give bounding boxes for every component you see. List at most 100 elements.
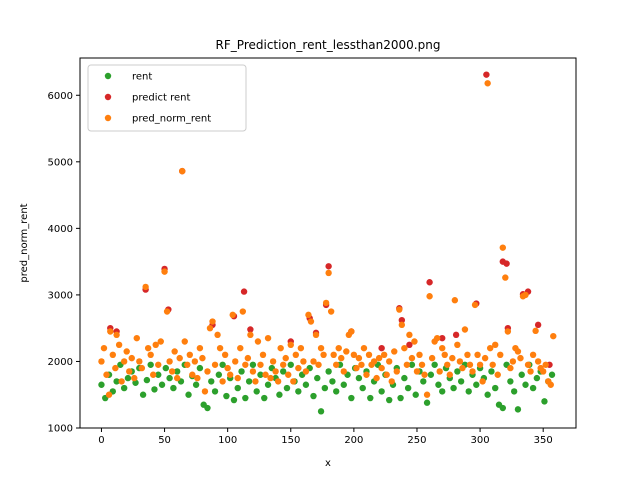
data-point	[173, 374, 181, 382]
y-tick-label: 2000	[48, 357, 73, 368]
data-point	[302, 381, 310, 388]
data-point	[191, 358, 199, 365]
x-axis-label: x	[325, 458, 331, 469]
data-point	[170, 384, 177, 392]
data-point	[522, 291, 529, 299]
data-point	[514, 406, 522, 413]
data-point	[230, 396, 238, 404]
data-point	[312, 331, 320, 339]
data-point	[479, 378, 486, 385]
data-point	[240, 288, 248, 295]
data-point	[363, 371, 370, 378]
data-point	[533, 374, 541, 382]
data-point	[105, 391, 113, 398]
data-point	[454, 341, 461, 349]
x-axis: 0 50 100 150 200 250 300 350	[98, 428, 553, 446]
data-point	[295, 388, 302, 395]
data-point	[280, 361, 287, 368]
data-point	[287, 361, 294, 368]
data-point	[237, 344, 244, 352]
data-point	[264, 381, 272, 388]
data-point	[261, 394, 268, 402]
data-point	[244, 354, 252, 362]
data-point	[151, 386, 158, 393]
data-point	[144, 344, 152, 352]
data-point	[421, 371, 428, 378]
data-point	[226, 371, 234, 378]
data-point	[534, 321, 542, 329]
data-point	[112, 364, 119, 372]
legend-label: predict rent	[132, 93, 190, 104]
data-point	[416, 351, 423, 358]
legend-marker	[104, 114, 112, 122]
x-tick-label: 150	[281, 435, 300, 446]
data-point	[257, 361, 264, 368]
data-point	[329, 378, 336, 385]
data-point	[204, 368, 211, 375]
data-point	[124, 374, 132, 382]
data-point	[488, 368, 495, 375]
data-point	[242, 394, 249, 402]
data-point	[201, 388, 209, 395]
data-point	[446, 371, 453, 378]
plot-frame	[79, 57, 577, 429]
data-point	[189, 371, 196, 378]
data-point	[517, 354, 524, 362]
data-point	[147, 351, 154, 358]
data-point	[302, 368, 310, 375]
data-point	[113, 331, 120, 339]
data-point	[398, 321, 406, 329]
data-point	[131, 374, 138, 382]
data-point	[423, 399, 431, 406]
data-point	[522, 381, 529, 388]
data-point	[383, 371, 390, 378]
data-point	[461, 326, 469, 333]
data-point	[317, 408, 325, 415]
data-point	[287, 341, 294, 349]
y-tick-label: 3000	[48, 290, 73, 301]
data-point	[406, 331, 413, 339]
data-point	[398, 316, 406, 324]
y-axis: 1000 2000 3000 4000 5000 6000	[48, 91, 80, 435]
data-point	[502, 274, 509, 281]
points-layer	[98, 71, 557, 415]
data-point	[325, 368, 332, 375]
data-point	[229, 311, 236, 319]
data-point	[100, 344, 108, 352]
data-point	[444, 361, 451, 368]
data-point	[142, 283, 149, 291]
data-point	[206, 324, 214, 332]
series-pred_norm_rent	[98, 80, 557, 398]
data-point	[184, 361, 191, 368]
data-point	[439, 388, 446, 395]
data-point	[196, 364, 204, 372]
data-point	[325, 263, 332, 270]
data-point	[499, 244, 506, 251]
data-point	[194, 374, 201, 382]
data-point	[152, 341, 159, 349]
data-point	[155, 371, 162, 378]
data-point	[322, 299, 330, 307]
data-point	[103, 371, 110, 378]
y-tick-label: 6000	[48, 91, 73, 102]
data-point	[539, 368, 547, 375]
data-point	[208, 378, 215, 385]
x-tick-label: 200	[344, 435, 363, 446]
data-point	[386, 396, 393, 404]
data-point	[426, 279, 433, 286]
data-point	[238, 368, 245, 375]
data-point	[321, 384, 329, 392]
data-point	[143, 376, 151, 384]
data-point	[481, 354, 489, 362]
data-point	[262, 371, 269, 378]
data-point	[209, 318, 216, 325]
data-point	[186, 351, 193, 358]
data-point	[450, 384, 457, 392]
data-point	[529, 384, 537, 392]
data-point	[120, 384, 128, 392]
data-point	[439, 334, 446, 342]
data-point	[300, 358, 307, 365]
data-point	[310, 392, 317, 400]
y-tick-label: 1000	[48, 424, 73, 435]
data-point	[179, 167, 186, 175]
